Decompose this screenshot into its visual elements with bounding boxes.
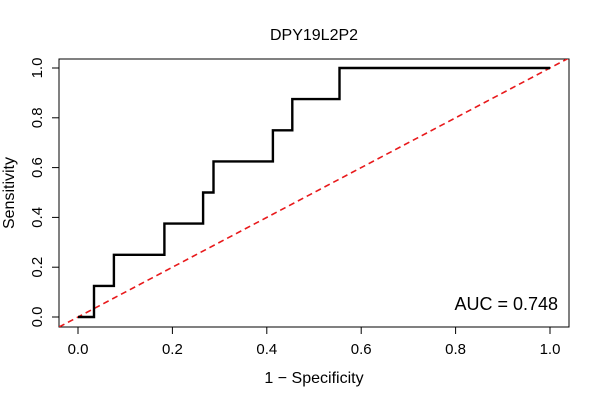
x-axis-label: 1 − Specificity [264, 370, 363, 387]
auc-annotation: AUC = 0.748 [454, 294, 558, 314]
y-tick-label: 0.2 [29, 257, 46, 278]
y-axis: 0.0 0.2 0.4 0.6 0.8 1.0 [29, 58, 60, 328]
x-tick-label: 0.4 [256, 341, 277, 358]
x-tick-label: 0.8 [445, 341, 466, 358]
roc-curve-line [78, 66, 550, 319]
x-tick-label: 1.0 [540, 341, 561, 358]
y-tick-label: 0.0 [29, 307, 46, 328]
reference-diagonal-line [59, 59, 569, 327]
x-axis: 0.0 0.2 0.4 0.6 0.8 1.0 [68, 326, 561, 358]
y-tick-label: 0.8 [29, 107, 46, 128]
y-tick-label: 0.4 [29, 207, 46, 228]
y-tick-label: 0.6 [29, 157, 46, 178]
x-tick-label: 0.2 [162, 341, 183, 358]
x-tick-label: 0.6 [351, 341, 372, 358]
x-tick-label: 0.0 [68, 341, 89, 358]
chart-title: DPY19L2P2 [270, 27, 358, 44]
y-tick-label: 1.0 [29, 58, 46, 79]
y-axis-label: Sensitivity [1, 157, 18, 229]
